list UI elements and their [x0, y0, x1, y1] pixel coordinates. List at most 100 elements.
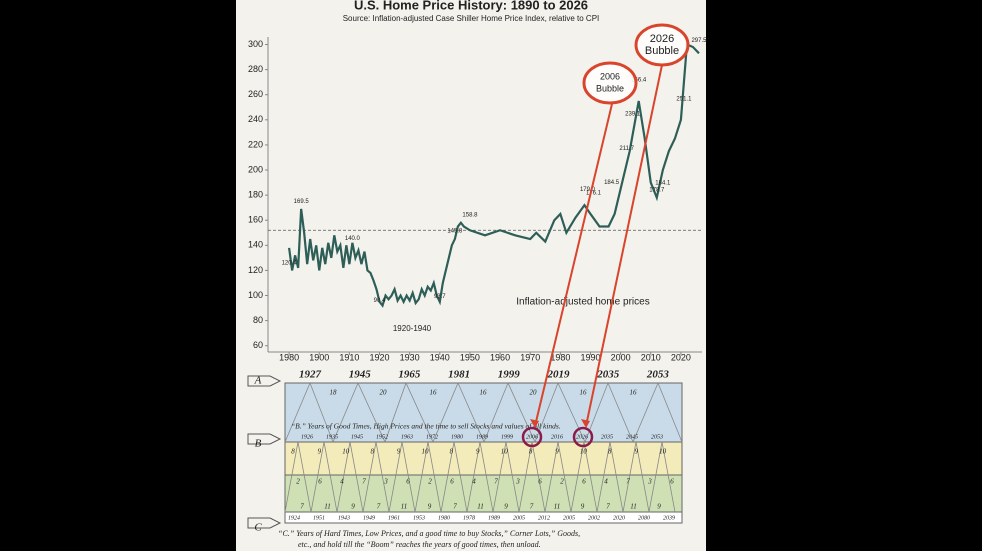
green-number: 2: [296, 478, 300, 486]
yellow-number: 8: [291, 448, 295, 456]
green-number: 11: [477, 503, 483, 511]
green-number: 7: [494, 478, 498, 486]
green-number: 9: [504, 503, 508, 511]
a-year: 2053: [646, 369, 670, 381]
x-tick-label: 1950: [460, 352, 480, 362]
annotation: 1920-1940: [393, 324, 432, 333]
y-tick-label: 200: [248, 164, 263, 174]
a-year: 2035: [596, 369, 620, 381]
yellow-number: 10: [422, 448, 430, 456]
data-label: 176.1: [586, 191, 602, 197]
hand-letter: A: [254, 375, 262, 387]
bubble-circle: [582, 61, 638, 105]
c-year: 2020: [613, 515, 625, 521]
green-number: 2: [560, 478, 564, 486]
green-number: 3: [383, 478, 388, 486]
data-label: 179.0: [580, 187, 596, 193]
hand-c: [247, 517, 282, 529]
data-label: 184.1: [655, 181, 671, 187]
b-year: 1999: [501, 434, 513, 440]
green-number: 7: [377, 503, 381, 511]
green-number: 7: [453, 503, 457, 511]
green-number: 2: [428, 478, 432, 486]
b-gap: 16: [580, 389, 588, 397]
green-number: 4: [340, 478, 344, 486]
yellow-number: 9: [318, 448, 322, 456]
green-number: 6: [582, 478, 586, 486]
data-label: 239.1: [625, 112, 641, 118]
y-tick-label: 80: [253, 315, 263, 325]
x-tick-label: 2000: [611, 352, 631, 362]
yellow-number: 10: [659, 448, 667, 456]
pointer-hands: [247, 375, 282, 529]
c-year: 1924: [288, 514, 300, 521]
year-circle: [521, 426, 543, 448]
y-tick-label: 280: [248, 64, 263, 74]
b-year: 2035: [601, 434, 613, 440]
c-year: 1949: [363, 514, 375, 521]
green-number: 7: [362, 478, 366, 486]
a-year: 1981: [448, 369, 470, 381]
y-tick-label: 180: [248, 190, 263, 200]
b-year: 1963: [401, 434, 413, 440]
b-year: 2006: [526, 434, 538, 440]
bubble-arrow: [585, 64, 663, 427]
b-year: 1980: [451, 434, 463, 440]
b-year: 2053: [651, 434, 663, 440]
hand-a: [247, 375, 282, 387]
b-year: 2045: [626, 433, 638, 440]
data-label: 169.5: [294, 199, 310, 205]
c-year: 1989: [488, 515, 500, 521]
green-number: 11: [554, 503, 560, 511]
cycle-zigzag: [284, 441, 676, 513]
year-circle: [572, 426, 594, 448]
c-year: 2039: [663, 515, 675, 521]
green-number: 7: [626, 478, 630, 486]
c-year: 1951: [313, 515, 325, 521]
y-tick-label: 120: [248, 265, 263, 275]
b-year: 2016: [551, 434, 563, 440]
a-year: 1945: [349, 369, 372, 381]
x-tick-label: 1940: [430, 352, 450, 362]
x-tick-label: 2010: [641, 352, 661, 362]
x-tick-label: 1960: [490, 352, 510, 362]
data-label: 158.8: [462, 212, 478, 218]
bubble-label: Bubble: [645, 45, 679, 57]
c-year: 2012: [538, 515, 550, 521]
y-tick-label: 100: [248, 290, 263, 300]
c-year: 2002: [588, 515, 600, 521]
x-tick-label: 2020: [671, 352, 691, 362]
c-year: 1943: [338, 514, 350, 521]
price-line: [288, 42, 700, 308]
c-year: 2080: [638, 515, 650, 521]
a-year: 2019: [547, 369, 571, 381]
green-number: 7: [606, 503, 610, 511]
c-year: 2005: [513, 515, 525, 521]
b-gap: 16: [630, 389, 638, 397]
data-label: 90.4: [374, 298, 386, 304]
c-year: 1961: [388, 515, 400, 521]
green-number: 9: [657, 503, 661, 511]
b-year: 1952: [376, 434, 388, 440]
green-number: 6: [406, 478, 410, 486]
b-text: “B.” Years of Good Times, High Prices an…: [291, 422, 561, 431]
bubble-label: 2006: [600, 71, 620, 81]
y-tick-label: 160: [248, 215, 263, 225]
green-number: 7: [300, 503, 304, 511]
data-label: 211.7: [619, 146, 634, 152]
yellow-number: 10: [342, 448, 350, 456]
c-year: 1980: [438, 515, 450, 521]
data-label: 251.1: [676, 96, 692, 102]
yellow-number: 9: [634, 448, 638, 456]
x-tick-label: 1990: [580, 352, 600, 362]
b-gap: 18: [330, 389, 338, 397]
chart-title: U.S. Home Price History: 1890 to 2026: [354, 0, 588, 12]
arrow-head: [581, 419, 590, 428]
band-c: [284, 511, 683, 524]
c-year: 2005: [563, 515, 575, 521]
c-text: etc., and hold till the “Boom” reaches t…: [298, 540, 541, 549]
x-tick-label: 1920: [369, 352, 389, 362]
yellow-number: 8: [529, 448, 533, 456]
